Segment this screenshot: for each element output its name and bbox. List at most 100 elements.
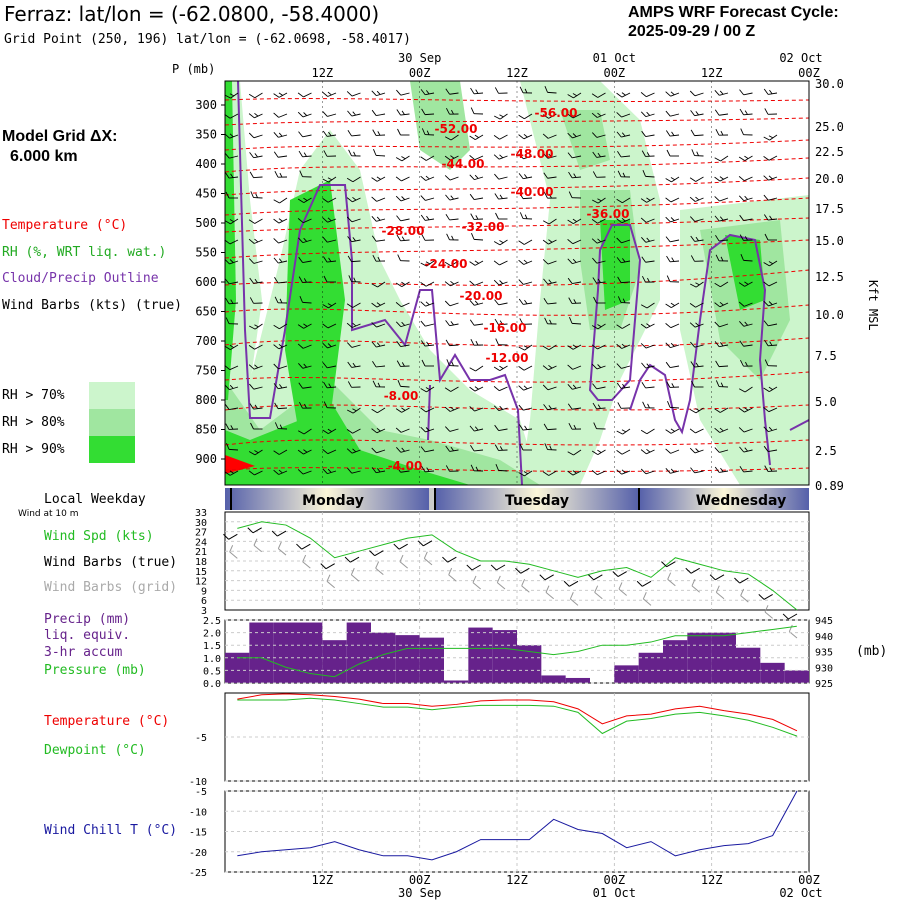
wind-barb [273, 132, 288, 138]
wind-barb [225, 191, 238, 199]
wind-barb [248, 470, 263, 476]
wind-barb [542, 239, 557, 245]
wind-barb-true [782, 613, 798, 620]
wind-barb [640, 448, 655, 455]
wind-speed-tick: 27 [195, 528, 207, 539]
wind-barb [347, 130, 361, 137]
wind-barb-true [442, 556, 457, 563]
wind-barb [494, 113, 508, 120]
wind-barb [444, 280, 459, 287]
wind-barb [542, 113, 557, 119]
wind-barb [518, 259, 533, 265]
wind-speed-tick: 18 [195, 557, 207, 568]
wind-barb [640, 343, 655, 349]
wind-barb [665, 342, 680, 349]
time-tick-bottom: 00Z [798, 873, 820, 887]
wind-barb [691, 380, 704, 388]
wind-barb [640, 217, 655, 223]
wind-barb [298, 150, 312, 158]
wind-barb [567, 92, 582, 99]
time-tick-top: 12Z [311, 66, 333, 80]
wind-barb [689, 90, 704, 97]
wind-barb [322, 342, 337, 349]
model-grid-value: 6.000 km [10, 148, 78, 165]
wind-barb [322, 468, 337, 475]
wind-barb [739, 466, 753, 473]
wind-barb [689, 196, 704, 202]
wind-barb [617, 151, 631, 158]
wind-barb [591, 344, 606, 350]
wind-barb [347, 381, 361, 388]
wind-barb [714, 281, 729, 288]
wind-barb [642, 170, 655, 178]
wind-barb [592, 277, 606, 284]
precip-bar [444, 680, 469, 683]
wind-barb-grid [545, 585, 554, 600]
wind-barb [690, 281, 704, 288]
legend-wind-barbs: Wind Barbs (kts) (true) [2, 298, 183, 313]
rh70-swatch [89, 382, 135, 409]
wind-barb [591, 92, 606, 98]
temperature-contour-label: -40.00 [511, 185, 554, 199]
wind-barb [567, 384, 582, 390]
wind-barb [714, 341, 729, 348]
wind-barb [690, 341, 704, 348]
wind-barb [617, 276, 631, 284]
wind-barb [543, 153, 557, 159]
wind-barb [691, 149, 704, 157]
kft-tick: 0.89 [815, 479, 844, 493]
wind-barb [470, 339, 484, 346]
wind-barb-grid [618, 582, 627, 596]
date-label-bottom: 02 Oct [779, 886, 822, 900]
kft-tick: 25.0 [815, 120, 844, 134]
wind-barb [591, 218, 606, 224]
wind-barb [446, 359, 459, 367]
wind-barb-true [612, 571, 627, 577]
wind-barb [763, 214, 778, 221]
wind-barb [591, 323, 606, 330]
pressure-tick: 800 [195, 393, 217, 407]
wind-barb [225, 423, 239, 430]
wind-barb [640, 92, 655, 98]
wind-barb [273, 363, 288, 370]
wind-barb [641, 130, 655, 138]
wind-barb [421, 359, 434, 367]
wind-barb [493, 154, 508, 160]
pressure-tick: 700 [195, 334, 217, 348]
wind-barb [542, 470, 557, 476]
wind-barb [372, 361, 386, 368]
pressure-tick: 925 [815, 679, 833, 690]
wind-speed-tick: 3 [201, 606, 207, 617]
wind-barb [738, 407, 753, 413]
kft-tick: 22.5 [815, 145, 844, 159]
legend-rh90: RH > 90% [2, 442, 65, 457]
wind-barb [249, 277, 263, 284]
wind-barb [470, 464, 484, 472]
wind-barb [641, 237, 655, 243]
wind-barb-true [271, 530, 287, 537]
wind-barb [224, 365, 239, 371]
wind-barb [738, 386, 753, 393]
wind-speed-tick: 33 [195, 508, 207, 519]
precip-tick: 2.5 [203, 616, 221, 627]
wind-barb [322, 91, 337, 97]
date-label-top: 02 Oct [779, 51, 822, 65]
wind-barb [420, 195, 435, 201]
wind-barb-true [369, 550, 384, 557]
wind-barb [739, 321, 753, 327]
temperature-label: Temperature (°C) [44, 714, 170, 729]
wind-barb [446, 233, 459, 241]
kft-tick: 10.0 [815, 308, 844, 322]
wind-barb [421, 108, 435, 116]
wind-barb [665, 176, 680, 183]
wind-barb [715, 254, 729, 262]
wind-barb [519, 212, 533, 220]
wind-barb [224, 403, 239, 411]
kft-tick: 12.5 [815, 270, 844, 284]
wind-barb [470, 213, 484, 220]
wind-barb [248, 218, 263, 224]
wind-barb [347, 407, 361, 414]
wind-barb [567, 132, 582, 139]
wind-barb [322, 428, 337, 435]
wind-barb [274, 402, 288, 410]
